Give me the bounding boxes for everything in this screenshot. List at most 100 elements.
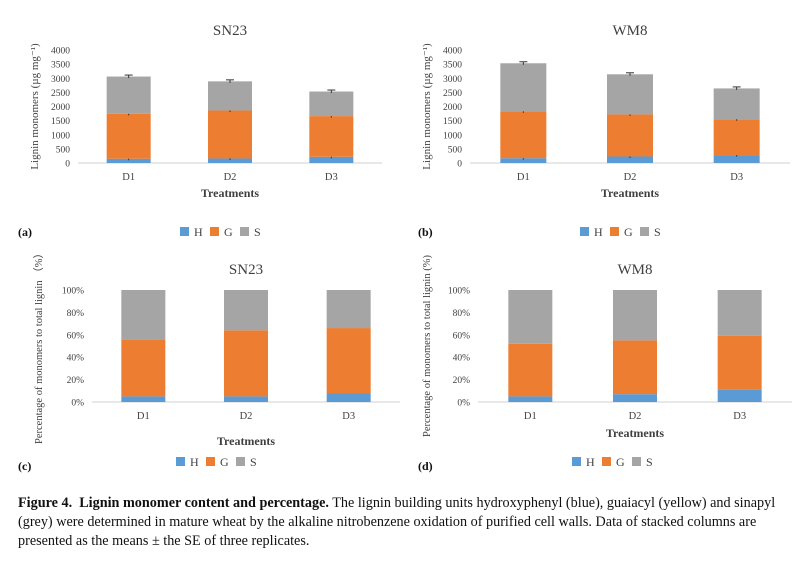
y-tick-label: 40% [453,354,471,364]
panel-label: (c) [18,459,31,473]
y-tick-label: 500 [56,145,71,155]
caption-label: Figure 4. [18,495,73,511]
bar-g-d1 [121,339,166,397]
bar-g-d2 [613,340,657,395]
y-tick-label: 0 [457,160,462,170]
panel-label: (b) [418,225,433,239]
x-tick-label: D3 [325,172,338,183]
y-tick-label: 2000 [51,103,70,113]
x-tick-label: D2 [624,172,637,183]
y-tick-label: 20% [67,376,85,386]
y-tick-label: 3000 [443,75,462,85]
y-tick-label: 0% [457,399,470,409]
legend-swatch-h [180,227,189,236]
x-tick-label: D3 [730,172,743,183]
x-tick-label: D1 [517,172,530,183]
bar-s-d3 [326,290,371,329]
y-tick-label: 3500 [51,61,70,71]
y-tick-label: 1500 [51,117,70,127]
legend-label-h: H [194,225,203,239]
legend-swatch-g [610,227,619,236]
legend-label-h: H [190,455,199,469]
bar-g-d2 [607,114,653,157]
legend-label-s: S [646,455,653,469]
y-tick-label: 100% [62,287,84,297]
y-tick-label: 3500 [443,61,462,71]
bar-h-d1 [121,396,166,402]
x-tick-label: D2 [240,411,253,422]
y-tick-label: 1000 [443,131,462,141]
bar-h-d3 [326,393,371,402]
bar-s-d2 [224,290,268,331]
bar-s-d1 [121,290,166,340]
x-tick-label: D2 [629,411,642,422]
bar-g-d1 [106,113,151,159]
x-axis-label: Treatments [601,186,660,200]
bar-s-d3 [309,91,354,117]
legend-label-s: S [250,455,257,469]
legend-label-h: H [586,455,595,469]
bar-s-d2 [613,290,657,341]
panel-label: (d) [418,459,433,473]
x-tick-label: D3 [733,411,746,422]
bar-s-d2 [607,74,653,115]
figure-4-chart-panels: SN23 0 500 1000 1500 2000 2500 3000 3500 4000 Lign… [18,23,792,473]
chart-title: SN23 [229,262,263,278]
legend-label-h: H [594,225,603,239]
legend-swatch-s [236,457,245,466]
bar-h-d1 [508,396,553,402]
legend-swatch-s [240,227,249,236]
y-tick-label: 500 [448,145,463,155]
x-tick-label: D3 [342,411,355,422]
bar-g-d3 [326,328,371,394]
bar-s-d2 [208,81,252,111]
x-tick-label: D1 [122,172,135,183]
legend-label-g: G [220,455,229,469]
y-axis-label: Percentage of monomers to total lignin (… [422,255,433,437]
bar-h-d2 [224,396,268,402]
bar-h-d3 [309,156,354,163]
y-tick-label: 2000 [443,103,462,113]
x-axis-label: Treatments [201,186,260,200]
legend-swatch-h [572,457,581,466]
y-axis-label: Lignin monomers (µg mg⁻¹) [421,43,433,170]
bar-h-d1 [106,158,151,163]
y-tick-label: 60% [453,331,471,341]
legend-swatch-g [210,227,219,236]
chart-panel-c: SN23 0% 20% 40% 60% 80% 100% Percentage of mono… [18,248,400,473]
bar-s-d3 [713,88,760,120]
bar-h-d2 [607,156,653,163]
y-tick-label: 3000 [51,75,70,85]
legend-swatch-g [206,457,215,466]
y-tick-label: 20% [453,376,471,386]
bar-h-d3 [717,389,762,402]
bar-g-d2 [208,110,252,159]
y-tick-label: 2500 [51,89,70,99]
bar-h-d2 [613,394,657,402]
y-tick-label: 40% [67,354,85,364]
caption-text: The lignin building units hydroxyphenyl … [18,495,776,549]
y-tick-label: 0% [71,399,84,409]
bar-g-d1 [500,111,547,159]
bar-s-d1 [508,290,553,344]
chart-panel-b: WM8 0 500 1000 1500 2000 2500 3000 3500 4000 Ligni… [418,23,790,239]
y-tick-label: 0 [65,160,70,170]
y-tick-label: 100% [448,287,470,297]
legend-label-g: G [624,225,633,239]
legend-label-g: G [616,455,625,469]
legend-swatch-h [176,457,185,466]
chart-title: SN23 [213,23,247,39]
legend-label-s: S [254,225,261,239]
bar-g-d1 [508,343,553,397]
y-tick-label: 1500 [443,117,462,127]
y-tick-label: 2500 [443,89,462,99]
bar-h-d1 [500,158,547,163]
bar-g-d3 [713,119,760,156]
figure-caption: Figure 4. Lignin monomer content and per… [18,494,798,551]
y-tick-label: 1000 [51,131,70,141]
chart-title: WM8 [613,23,648,39]
